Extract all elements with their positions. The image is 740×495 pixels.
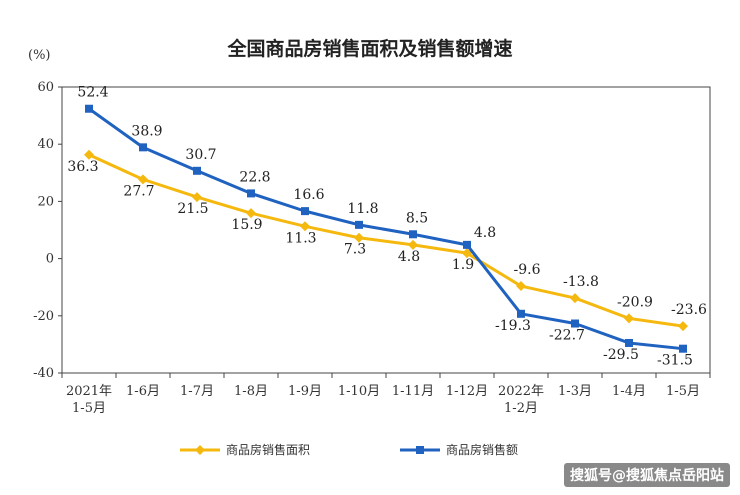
data-point-area <box>138 174 148 185</box>
legend-swatch-area <box>180 444 220 455</box>
x-tick-label: 1-8月 <box>234 384 268 399</box>
data-label-amount: -29.5 <box>603 347 639 363</box>
data-label-amount: 30.7 <box>185 147 216 163</box>
data-point-area <box>246 208 256 219</box>
data-label-area: 1.9 <box>452 257 474 273</box>
data-point-amount <box>301 207 309 216</box>
chart-legend: 商品房销售面积 商品房销售额 <box>0 441 740 461</box>
x-tick-label: 1-2月 <box>504 401 538 416</box>
data-point-amount <box>517 309 525 318</box>
x-tick-label: 2022年 <box>498 384 544 399</box>
x-tick-label: 1-7月 <box>180 384 214 399</box>
data-label-area: 15.9 <box>231 217 262 233</box>
data-label-amount: 11.8 <box>347 201 378 217</box>
legend-label-area: 商品房销售面积 <box>226 443 311 457</box>
data-point-area <box>84 149 94 160</box>
x-tick-label: 1-11月 <box>392 384 434 399</box>
data-label-amount: -19.3 <box>495 318 531 334</box>
data-label-area: 27.7 <box>123 183 154 199</box>
data-label-area: 21.5 <box>177 201 208 217</box>
x-tick-label: 1-5月 <box>72 401 106 416</box>
series-line-amount <box>88 107 684 351</box>
data-point-area <box>192 192 202 203</box>
x-tick-label: 1-12月 <box>446 384 488 399</box>
data-point-area <box>678 321 688 332</box>
data-label-area: -9.6 <box>514 262 541 278</box>
data-label-amount: 38.9 <box>131 123 162 139</box>
x-tick-label: 1-10月 <box>338 384 380 399</box>
data-label-area: 36.3 <box>67 159 98 175</box>
x-tick-label: 1-5月 <box>666 384 700 399</box>
series-line-area <box>88 153 684 328</box>
data-point-amount <box>139 143 147 152</box>
data-label-amount: 4.8 <box>474 225 496 241</box>
data-label-area: 4.8 <box>398 249 420 265</box>
data-label-area: 7.3 <box>344 242 366 258</box>
data-point-amount <box>85 104 93 113</box>
x-tick-label: 1-4月 <box>612 384 646 399</box>
data-label-area: 11.3 <box>285 230 316 246</box>
data-point-amount <box>679 344 687 353</box>
data-label-area: -20.9 <box>617 294 653 310</box>
data-point-area <box>570 293 580 304</box>
data-point-amount <box>463 240 471 249</box>
y-tick-label: -40 <box>33 366 54 381</box>
data-point-amount <box>193 166 201 175</box>
watermark-text: 搜狐号@搜狐焦点岳阳站 <box>564 463 730 487</box>
x-tick-label: 1-9月 <box>288 384 322 399</box>
data-point-area <box>462 248 472 259</box>
data-label-amount: -31.5 <box>657 353 693 369</box>
data-label-amount: 8.5 <box>406 210 428 226</box>
y-tick-label: 40 <box>37 137 54 152</box>
data-label-area: -13.8 <box>563 274 599 290</box>
y-tick-label: 20 <box>37 194 54 209</box>
y-tick-label: -20 <box>33 309 54 324</box>
y-axis-unit: (%) <box>28 48 51 63</box>
data-point-area <box>624 313 634 324</box>
data-point-area <box>300 221 310 232</box>
data-label-area: -23.6 <box>671 302 707 318</box>
x-tick-label: 1-6月 <box>126 384 160 399</box>
legend-swatch-amount <box>400 445 440 454</box>
data-point-area <box>408 239 418 250</box>
data-point-amount <box>625 338 633 347</box>
legend-label-amount: 商品房销售额 <box>446 443 519 457</box>
data-label-amount: 16.6 <box>293 187 324 203</box>
data-point-area <box>516 281 526 292</box>
data-label-amount: -22.7 <box>549 328 585 344</box>
data-point-amount <box>247 189 255 198</box>
data-label-amount: 52.4 <box>77 85 108 101</box>
data-point-amount <box>571 319 579 328</box>
data-label-amount: 22.8 <box>239 169 270 185</box>
x-tick-label: 2021年 <box>66 384 112 399</box>
y-tick-label: 60 <box>37 80 54 95</box>
y-tick-label: 0 <box>46 252 54 267</box>
chart-title: 全国商品房销售面积及销售额增速 <box>227 38 513 60</box>
data-point-area <box>354 232 364 243</box>
legend-item-amount: 商品房销售额 <box>400 441 518 458</box>
legend-item-area: 商品房销售面积 <box>180 441 310 458</box>
x-tick-label: 1-3月 <box>558 384 592 399</box>
data-point-amount <box>355 220 363 229</box>
data-point-amount <box>409 230 417 239</box>
